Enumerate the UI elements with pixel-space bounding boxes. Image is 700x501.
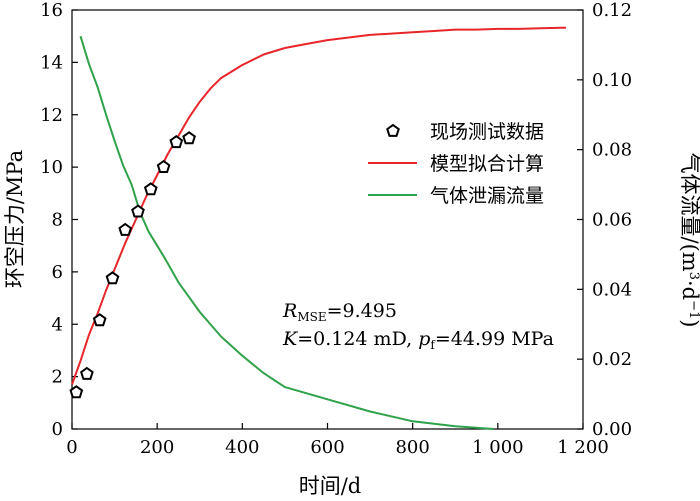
x-tick-label: 1 000 xyxy=(472,437,524,458)
x-tick-label: 400 xyxy=(225,437,259,458)
series-layer xyxy=(69,26,566,430)
y-left-tick-label: 8 xyxy=(52,210,63,231)
series-line-model-fit xyxy=(71,26,566,385)
x-tick-label: 1 200 xyxy=(557,437,609,458)
y-right-tick-label: 0.12 xyxy=(592,0,632,21)
y-left-tick-label: 10 xyxy=(40,157,63,178)
x-tick-label: 200 xyxy=(140,437,174,458)
series-line-gas-leak xyxy=(79,35,494,430)
data-point xyxy=(131,204,145,218)
data-point xyxy=(118,222,133,236)
legend: 现场测试数据 模型拟合计算 气体泄漏流量 xyxy=(368,121,544,207)
y-left-tick-label: 14 xyxy=(40,52,63,73)
y-axis-right: 0.00 0.02 0.04 0.06 0.08 0.10 0.12 xyxy=(577,0,632,440)
y-right-tick-label: 0.08 xyxy=(592,140,632,161)
legend-label-gas-leak: 气体泄漏流量 xyxy=(430,185,544,207)
y-right-tick-label: 0.10 xyxy=(592,70,632,91)
x-tick-label: 800 xyxy=(395,437,429,458)
data-point xyxy=(143,182,158,196)
y-right-tick-label: 0.04 xyxy=(592,279,632,300)
y-left-tick-label: 12 xyxy=(40,105,63,126)
annotation-rmse: RMSE=9.495 xyxy=(282,300,397,324)
legend-marker-field-data xyxy=(386,123,400,137)
x-axis-title: 时间/d xyxy=(299,474,362,498)
y-left-tick-label: 16 xyxy=(40,0,63,21)
data-point xyxy=(105,271,120,285)
data-point xyxy=(156,159,171,173)
y-right-tick-label: 0.00 xyxy=(592,419,632,440)
y-axis-left: 0 2 4 6 8 10 12 14 16 xyxy=(40,0,78,440)
y-right-tick-label: 0.02 xyxy=(592,349,632,370)
y-axis-left-title: 环空压力/MPa xyxy=(3,150,27,288)
legend-label-field-data: 现场测试数据 xyxy=(430,121,544,143)
x-tick-label: 600 xyxy=(310,437,344,458)
y-axis-right-title: 气体流量/(m3·d−1) xyxy=(678,153,700,328)
data-point xyxy=(182,131,196,145)
data-point xyxy=(169,134,184,149)
y-left-tick-label: 4 xyxy=(52,314,63,335)
y-right-tick-label: 0.06 xyxy=(592,210,632,231)
legend-label-model-fit: 模型拟合计算 xyxy=(430,153,544,175)
data-point xyxy=(80,366,94,380)
x-tick-label: 0 xyxy=(66,437,77,458)
x-axis: 0 200 400 600 800 1 000 1 200 xyxy=(66,423,609,458)
data-point xyxy=(69,385,84,399)
annotation-params: K=0.124 mD, pf=44.99 MPa xyxy=(282,328,554,352)
y-left-tick-label: 2 xyxy=(52,367,63,388)
data-point xyxy=(92,313,107,327)
y-left-tick-label: 0 xyxy=(52,419,63,440)
y-left-tick-label: 6 xyxy=(52,262,63,283)
plot-frame xyxy=(71,9,584,430)
